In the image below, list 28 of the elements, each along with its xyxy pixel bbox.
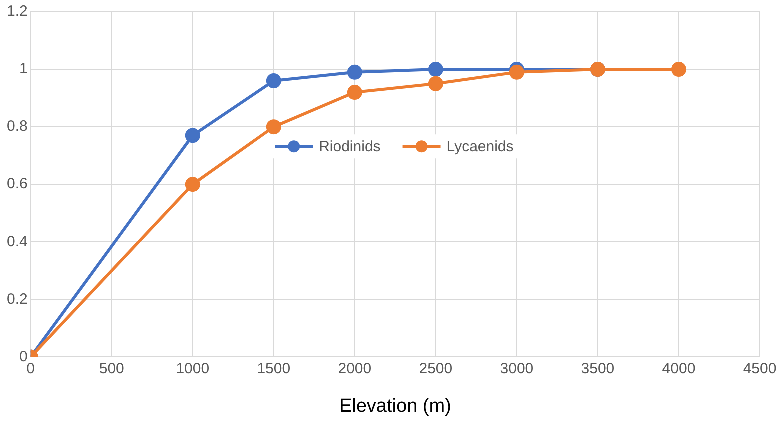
y-tick-label: 0.2 bbox=[6, 290, 28, 308]
x-tick-label: 3500 bbox=[581, 360, 615, 378]
y-tick-label: 1 bbox=[20, 60, 28, 78]
x-tick-label: 4000 bbox=[662, 360, 696, 378]
y-tick-label: 0 bbox=[20, 348, 28, 366]
y-tick-label: 0.6 bbox=[6, 176, 28, 193]
y-tick-label: 1.2 bbox=[6, 3, 28, 20]
point bbox=[185, 128, 200, 144]
point bbox=[428, 62, 444, 78]
x-tick-label: 4500 bbox=[743, 360, 777, 378]
point bbox=[347, 85, 362, 100]
point bbox=[347, 64, 362, 80]
point bbox=[266, 74, 282, 89]
y-tick-label: 0.8 bbox=[6, 118, 28, 136]
y-tick-label: 0.4 bbox=[6, 233, 28, 250]
x-tick-label: 1000 bbox=[176, 360, 210, 378]
x-tick-label: 500 bbox=[99, 360, 124, 378]
point bbox=[266, 120, 282, 135]
x-tick-label: 3000 bbox=[500, 360, 534, 378]
point bbox=[671, 62, 686, 78]
point bbox=[428, 76, 444, 92]
x-tick-label: 2000 bbox=[338, 360, 372, 378]
point bbox=[185, 177, 200, 192]
legend-label: Riodinids bbox=[319, 138, 381, 156]
x-tick-label: 1500 bbox=[257, 360, 291, 378]
legend-label: Lycaenids bbox=[446, 138, 514, 156]
x-axis-title: Elevation (m) bbox=[339, 396, 452, 417]
x-tick-label: 2500 bbox=[419, 360, 453, 378]
